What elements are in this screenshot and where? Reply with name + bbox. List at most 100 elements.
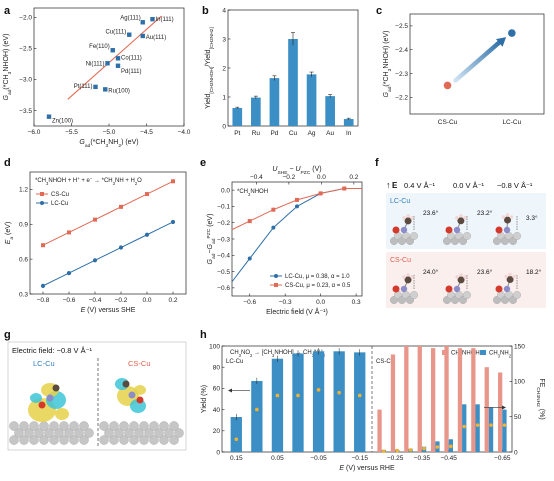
x-tick-label: 0.0 [316,299,325,306]
cu-atom-icon [59,435,69,445]
cs-bar-ch3nh2 [488,407,494,452]
y-tick-label: 3 [222,36,226,43]
carbon-atom-icon [122,380,130,388]
data-point [271,225,276,230]
cu-atom-icon [124,428,134,438]
y-tick-label: −0.5 [217,269,230,276]
cs-bar-ch3nhoh [390,354,396,452]
cu-atom-icon [79,421,89,431]
x-tick-label: −0.65 [494,455,511,462]
cu-atom-icon [24,428,34,438]
lc-region-label: LC-Cu [226,359,243,365]
bar-Ag [306,74,317,126]
data-point [118,245,124,250]
cu-atom-icon [104,428,114,438]
x-tick-label: In [346,130,352,137]
nitrogen-atom-icon [453,285,461,293]
cu-atom-icon [99,435,109,445]
panel-g-charge-density [9,378,184,445]
hydrogen-atom-icon [406,214,410,218]
y-tick-label: −0.2 [217,220,230,227]
panel-h-label: h [200,329,207,341]
y-tick-label: 20 [213,428,221,435]
oxygen-atom-icon [445,285,453,293]
cu-atom-icon [9,435,19,445]
panel-e-annotation: *CH3NHOH [237,189,268,197]
cu-atom-icon [84,428,94,438]
cs-fe-point [475,423,480,427]
panel-e-axes: −0.6 −0.3 0.0 0.3 −0.4 −0.2 0.0 0.2 USHE − UPZC … [206,166,363,316]
trend-arrow-shaft [453,38,504,83]
point-label: Au(111) [146,35,166,41]
charge-depletion-region [30,393,42,403]
x-tick-label: CS-Cu [438,119,458,126]
hydrogen-atom-icon [463,215,467,220]
cs-bar-ch3nh2 [502,409,507,452]
hydrogen-atom-icon [455,215,459,220]
cs-bar-ch3nhoh [444,346,449,452]
carbon-atom-icon [457,276,465,284]
cu-atom-icon [39,421,49,431]
legend-swatch-ch3nh2 [480,350,486,355]
cu-atom-icon [410,291,418,299]
panel-a-marks: Ag(111) In(111) Cu(111) Au(111) Fe(110) Co(11… [46,15,174,125]
point-CS-Cu [443,81,452,90]
panel-f-lc-label: LC-Cu [390,198,410,205]
panel-d-marks: CS-Cu LC-Cu [36,179,176,288]
cu-atom-icon [149,435,159,445]
cu-atom-icon [64,428,74,438]
lc-fe-point [255,407,259,412]
bar-Pd [269,78,280,126]
cs-bar-ch3nhoh [431,348,436,452]
data-point [93,217,97,222]
cs-fe-point [489,423,493,427]
data-point [171,179,175,184]
cs-fe-point [395,448,400,453]
hydrogen-atom-icon [508,272,512,277]
panel-c-marks [443,29,516,90]
x-tick-label: −5.5 [65,129,78,136]
cu-atom-icon [114,428,124,438]
data-point [271,207,276,212]
legend-marker [40,192,44,196]
panel-h-marks [228,346,507,454]
nitrogen-atom-icon [503,285,511,293]
data-point [295,197,299,202]
hydrogen-atom-icon [501,215,506,219]
x-tick-label: 0.0 [142,297,151,304]
data-point [144,232,150,237]
y-tick-label: 1.2 [19,187,28,194]
panel-f: f ↑ E 0.4 V Å⁻¹ 0.0 V Å⁻¹ −0.8 V Å⁻¹ LC-… [375,157,546,308]
panel-h-frame [221,345,513,453]
x-tick-label: 0.05 [271,455,284,462]
legend-entry: CS-Cu [51,192,69,198]
data-point-4 [110,48,115,53]
legend-marker [40,201,44,205]
legend-marker [274,274,278,278]
field-arrow-icon: ↑ [386,180,391,190]
y-tick-label: −2.5 [19,46,32,53]
trend-arrow-head [496,37,507,47]
lc-bar-ch3nh2 [230,417,242,452]
y-axis-label: Gad(*CH3NHOH) (eV) [3,34,13,101]
cu-atom-icon [169,435,179,445]
x-tick-label: −0.05 [310,455,327,462]
hydrogen-atom-icon [463,275,467,279]
bar-Ru [251,97,261,126]
lc-angle-2: 23.2° [477,209,493,217]
cu-atom-icon [34,428,44,438]
panel-g-lc-label: LC-Cu [33,359,55,368]
cs-fe-point [449,444,453,449]
y-axis-label: Gad−GadPZC (eV) [206,214,217,265]
oxygen-atom-icon [392,285,400,293]
field-value-1: 0.4 V Å⁻¹ [404,181,436,190]
panel-f-label: f [375,157,379,169]
data-point [318,191,323,196]
cu-atom-icon [59,421,69,431]
panel-d-axes: −0.8 −0.6 −0.4 −0.2 0.0 0.2 0.3 0.6 0.9 1.2 E (V) … [5,171,187,314]
data-point [170,219,176,225]
cu-atom-icon [109,435,119,445]
y-tick-label: −0.4 [217,253,230,260]
cu-atom-icon [463,291,471,299]
